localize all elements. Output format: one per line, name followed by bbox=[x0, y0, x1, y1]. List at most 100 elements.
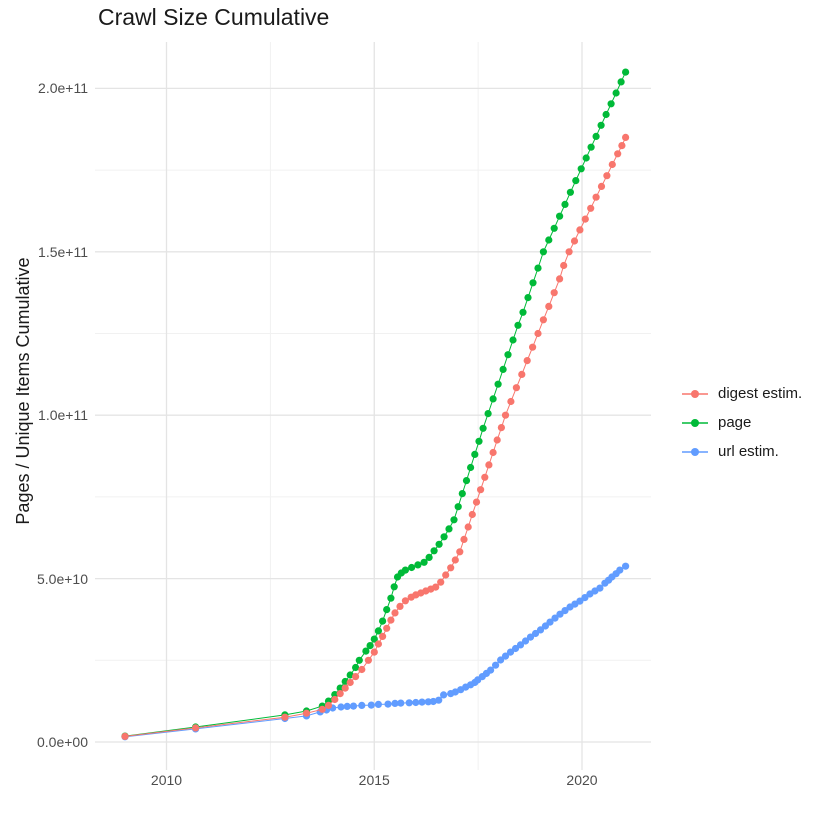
data-point-digest-estim bbox=[477, 486, 485, 494]
data-point-digest-estim bbox=[493, 436, 501, 444]
data-point-url-estim bbox=[551, 614, 559, 622]
data-point-digest-estim bbox=[391, 609, 399, 617]
data-point-digest-estim bbox=[507, 397, 515, 406]
data-point-page bbox=[587, 143, 595, 151]
legend-item-digest-estim: digest estim. bbox=[682, 379, 802, 408]
data-point-url-estim bbox=[429, 697, 437, 706]
x-tick-label: 2010 bbox=[150, 772, 183, 788]
data-point-url-estim bbox=[487, 666, 495, 674]
data-point-digest-estim bbox=[401, 597, 409, 605]
data-point-page bbox=[370, 635, 378, 643]
data-point-page bbox=[556, 212, 564, 220]
x-tick-label: 2015 bbox=[358, 772, 390, 788]
data-point-page bbox=[607, 100, 615, 108]
data-point-url-estim bbox=[367, 701, 375, 709]
legend-key-dot bbox=[691, 447, 699, 456]
y-tick-label: 1.0e+11 bbox=[38, 407, 88, 424]
legend-label: url estim. bbox=[718, 443, 779, 460]
data-point-digest-estim bbox=[318, 705, 326, 713]
data-point-url-estim bbox=[531, 629, 540, 638]
data-point-url-estim bbox=[497, 656, 505, 664]
legend-key-icon bbox=[682, 389, 708, 398]
data-point-digest-estim bbox=[597, 182, 606, 190]
data-point-url-estim bbox=[616, 566, 624, 574]
data-point-digest-estim bbox=[358, 665, 366, 674]
data-point-page bbox=[524, 294, 532, 302]
chart-title: Crawl Size Cumulative bbox=[98, 4, 330, 30]
data-point-page bbox=[572, 177, 580, 185]
data-point-page bbox=[612, 89, 620, 97]
data-point-url-estim bbox=[391, 699, 399, 708]
data-point-digest-estim bbox=[545, 302, 553, 310]
legend-label: page bbox=[718, 414, 752, 431]
data-point-page bbox=[499, 365, 507, 373]
data-point-page bbox=[445, 525, 453, 533]
data-point-page bbox=[577, 165, 585, 173]
data-point-digest-estim bbox=[529, 343, 537, 351]
data-point-url-estim bbox=[526, 633, 535, 641]
legend-item-url-estim: url estim. bbox=[682, 437, 802, 466]
data-point-digest-estim bbox=[364, 656, 372, 664]
data-point-page bbox=[597, 121, 605, 129]
data-point-digest-estim bbox=[121, 732, 129, 741]
data-point-page bbox=[539, 248, 548, 256]
data-point-url-estim bbox=[349, 702, 358, 710]
data-point-page bbox=[450, 516, 458, 524]
data-point-url-estim bbox=[521, 637, 530, 645]
series-page bbox=[121, 68, 630, 740]
data-point-digest-estim bbox=[324, 701, 333, 710]
data-point-digest-estim bbox=[618, 142, 626, 150]
data-point-page bbox=[561, 200, 569, 208]
data-point-digest-estim bbox=[570, 237, 579, 245]
data-point-page bbox=[374, 627, 382, 635]
data-point-page bbox=[352, 663, 360, 672]
data-point-page bbox=[440, 533, 448, 541]
data-point-url-estim bbox=[343, 702, 351, 711]
data-point-digest-estim bbox=[556, 275, 564, 283]
data-point-digest-estim bbox=[460, 535, 468, 544]
data-point-url-estim bbox=[358, 701, 366, 710]
data-point-page bbox=[494, 380, 502, 388]
data-point-page bbox=[550, 224, 558, 232]
data-point-url-estim bbox=[506, 648, 515, 656]
data-point-digest-estim bbox=[523, 357, 531, 365]
data-point-digest-estim bbox=[396, 602, 404, 611]
legend-label: digest estim. bbox=[718, 385, 803, 402]
data-point-page bbox=[454, 503, 462, 511]
data-point-page bbox=[545, 236, 553, 244]
data-point-page bbox=[383, 606, 391, 614]
data-point-digest-estim bbox=[451, 556, 459, 564]
data-point-digest-estim bbox=[352, 673, 360, 681]
data-point-digest-estim bbox=[437, 578, 445, 586]
data-point-page bbox=[362, 647, 370, 655]
series-url-estim bbox=[121, 562, 630, 741]
data-point-page bbox=[379, 617, 387, 625]
data-point-url-estim bbox=[418, 698, 426, 706]
data-point-digest-estim bbox=[472, 498, 481, 506]
data-point-digest-estim bbox=[518, 370, 526, 378]
data-point-page bbox=[420, 558, 428, 566]
data-point-url-estim bbox=[511, 644, 520, 653]
data-point-page bbox=[514, 321, 522, 329]
data-point-digest-estim bbox=[512, 384, 521, 392]
data-point-page bbox=[484, 410, 492, 418]
data-point-page bbox=[471, 450, 479, 458]
data-point-digest-estim bbox=[565, 248, 573, 256]
data-point-page bbox=[430, 547, 438, 555]
data-point-digest-estim bbox=[560, 261, 568, 270]
data-point-digest-estim bbox=[501, 411, 510, 419]
data-point-digest-estim bbox=[485, 461, 493, 469]
data-point-digest-estim bbox=[346, 678, 354, 687]
data-point-digest-estim bbox=[603, 172, 611, 180]
data-point-page bbox=[390, 583, 398, 591]
y-tick-label: 1.5e+11 bbox=[38, 243, 88, 260]
data-point-url-estim bbox=[561, 607, 569, 615]
data-point-page bbox=[566, 188, 575, 196]
data-point-url-estim bbox=[412, 698, 420, 707]
data-point-digest-estim bbox=[581, 215, 589, 223]
data-point-page bbox=[617, 78, 625, 86]
data-point-digest-estim bbox=[614, 150, 622, 158]
data-point-digest-estim bbox=[383, 624, 391, 632]
data-point-url-estim bbox=[546, 618, 554, 626]
data-point-url-estim bbox=[556, 610, 564, 618]
